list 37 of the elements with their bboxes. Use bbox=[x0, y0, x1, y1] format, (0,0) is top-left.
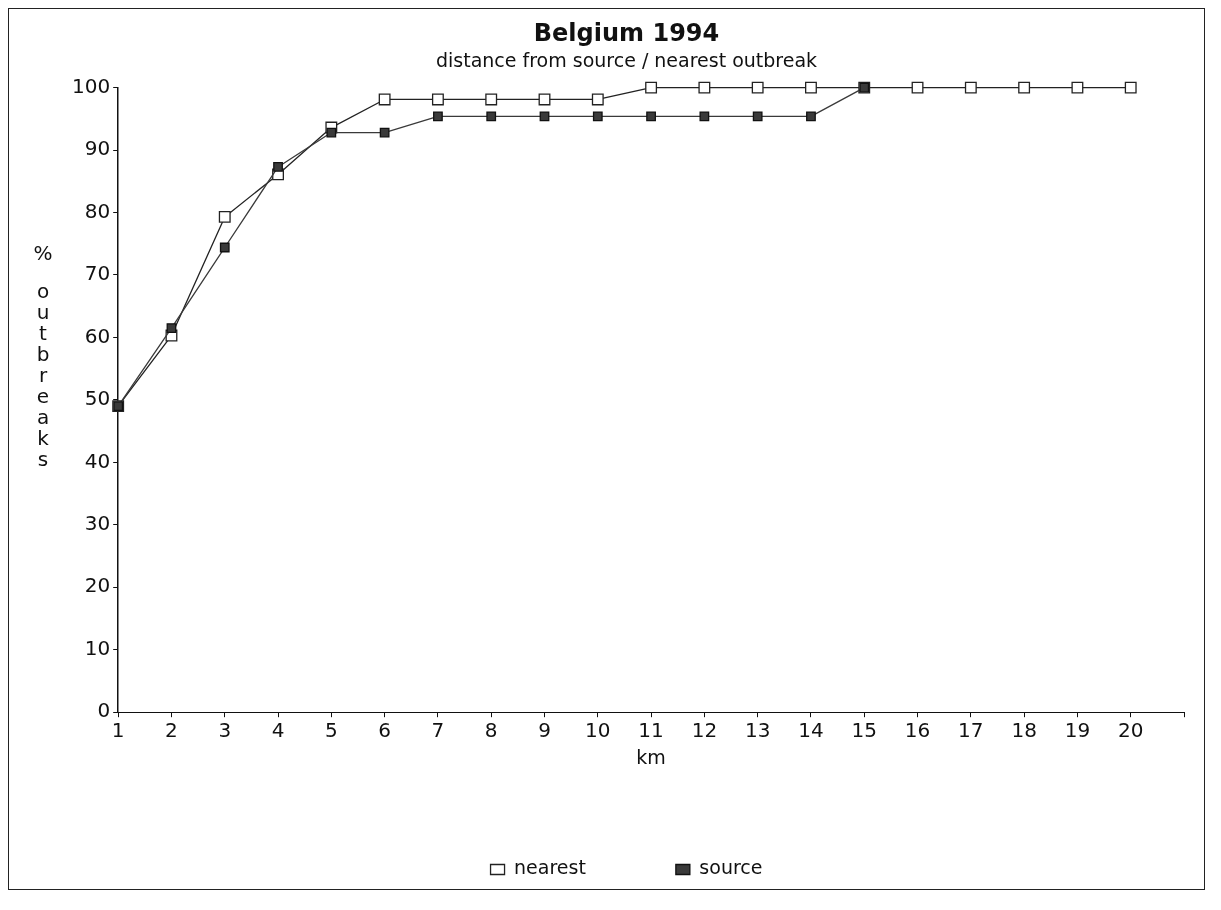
y-tick-label: 60 bbox=[84, 323, 111, 348]
x-tick-label: 12 bbox=[691, 718, 718, 743]
x-tick-label: 11 bbox=[638, 718, 664, 743]
x-tick-label: 18 bbox=[1011, 718, 1037, 743]
x-tick-label: 14 bbox=[798, 718, 824, 743]
x-tick-label: 15 bbox=[851, 718, 877, 743]
x-tick-label: 19 bbox=[1064, 718, 1091, 743]
y-tick-label: 70 bbox=[84, 261, 111, 286]
y-tick-label: 80 bbox=[84, 198, 111, 223]
x-tick-label: 5 bbox=[324, 718, 338, 743]
x-tick-label: 10 bbox=[585, 718, 611, 743]
legend-label: nearest bbox=[514, 856, 586, 879]
chart-subtitle: distance from source / nearest outbreak bbox=[435, 49, 818, 72]
y-tick-label: 100 bbox=[71, 73, 111, 98]
x-tick-label: 9 bbox=[538, 718, 551, 743]
y-tick-label: 90 bbox=[84, 136, 111, 161]
y-tick-label: 20 bbox=[84, 573, 111, 598]
x-tick-label: 2 bbox=[165, 718, 178, 743]
x-tick-label: 20 bbox=[1117, 718, 1144, 743]
y-tick-label: 10 bbox=[84, 635, 111, 660]
x-tick-label: 13 bbox=[744, 718, 771, 743]
x-tick-label: 6 bbox=[378, 718, 391, 743]
x-axis-title: km bbox=[636, 745, 666, 768]
y-tick-label: 50 bbox=[84, 386, 111, 411]
y-tick-label: 30 bbox=[84, 511, 111, 536]
x-tick-label: 17 bbox=[958, 718, 984, 743]
x-tick-label: 8 bbox=[484, 718, 498, 743]
x-tick-label: 7 bbox=[431, 718, 445, 743]
legend-label: source bbox=[699, 856, 763, 879]
y-tick-label: 0 bbox=[97, 698, 111, 723]
y-tick-label: 40 bbox=[84, 448, 111, 473]
x-tick-label: 1 bbox=[111, 718, 125, 743]
x-tick-label: 3 bbox=[218, 718, 232, 743]
x-tick-label: 16 bbox=[904, 718, 931, 743]
chart-title: Belgium 1994 bbox=[533, 18, 720, 47]
x-tick-label: 4 bbox=[271, 718, 285, 743]
text: % outbreaks bbox=[33, 241, 53, 471]
